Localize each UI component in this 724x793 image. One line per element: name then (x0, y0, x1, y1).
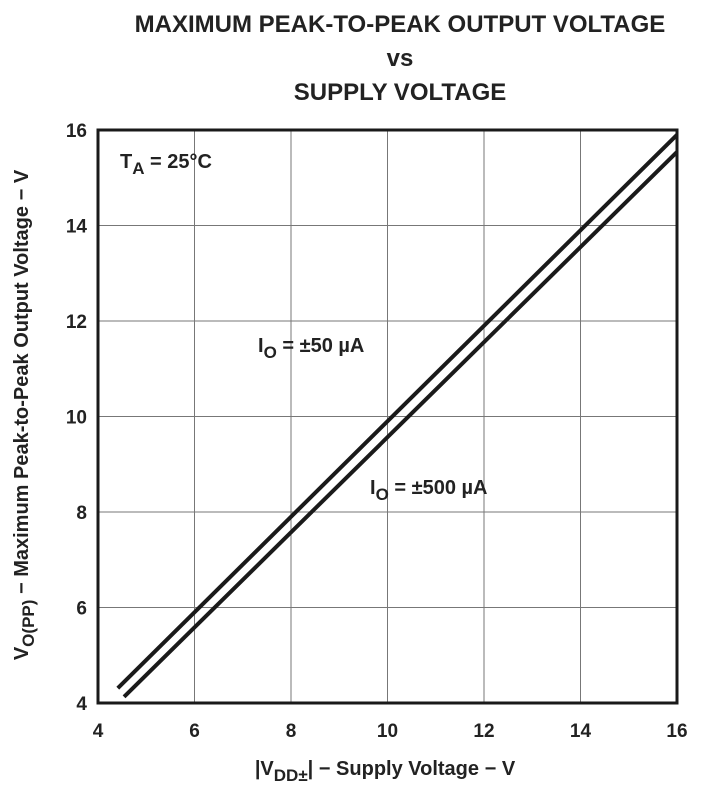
series-label-rest: = ±50 µA (277, 335, 365, 357)
y-tick-label: 10 (66, 408, 87, 429)
y-tick-label: 4 (76, 694, 87, 715)
x-axis-label: |VDD±| − Supply Voltage − V (255, 758, 516, 785)
y-axis-label-rest: − Maximum Peak-to-Peak Output Voltage − … (11, 169, 33, 599)
y-tick-label: 16 (66, 121, 87, 142)
y-tick-label: 6 (76, 599, 87, 620)
series-label-sub: O (376, 485, 389, 504)
y-axis-label-sub: O(PP) (19, 600, 38, 647)
line (122, 150, 679, 699)
x-tick-label: 12 (473, 721, 494, 742)
x-tick-label: 10 (377, 721, 398, 742)
x-tick-label: 14 (570, 721, 592, 742)
line (116, 133, 679, 690)
series-label-sub: O (264, 343, 277, 362)
x-axis-label-rest: | − Supply Voltage − V (308, 758, 516, 780)
chart-title: MAXIMUM PEAK-TO-PEAK OUTPUT VOLTAGE (135, 11, 666, 38)
plot-frame (96, 128, 679, 705)
x-axis-label-main: |V (255, 758, 275, 780)
y-axis-label: VO(PP) − Maximum Peak-to-Peak Output Vol… (11, 169, 38, 660)
annotation: TA = 25°C (120, 151, 212, 178)
x-axis-label-sub: DD± (274, 766, 308, 785)
y-tick-label: 12 (66, 312, 87, 333)
chart-title: SUPPLY VOLTAGE (294, 79, 507, 106)
x-tick-label: 6 (189, 721, 200, 742)
x-tick-label: 8 (286, 721, 297, 742)
y-tick-label: 14 (66, 217, 88, 238)
series-label: IO = ±500 µA (370, 477, 487, 504)
annotation-rest: = 25°C (145, 151, 212, 173)
series-label-rest: = ±500 µA (389, 477, 488, 499)
y-axis-label-main: V (11, 646, 33, 660)
series-label-main: I (258, 335, 264, 357)
x-tick-label: 16 (666, 721, 687, 742)
y-tick-label: 8 (76, 503, 87, 524)
series-label-main: I (370, 477, 376, 499)
chart-title: vs (387, 45, 414, 72)
annotation-sub: A (132, 159, 144, 178)
x-tick-label: 4 (93, 721, 104, 742)
series-label: IO = ±50 µA (258, 335, 364, 362)
annotation-main: T (120, 151, 132, 173)
